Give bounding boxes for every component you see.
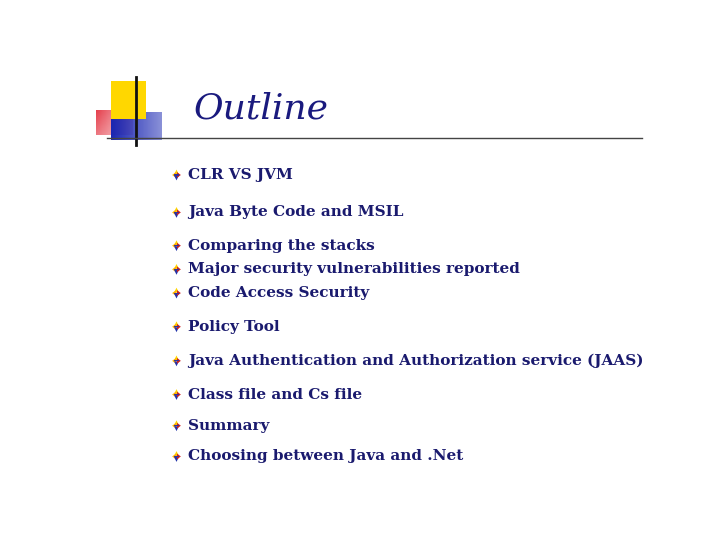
Polygon shape [174, 245, 179, 246]
Polygon shape [174, 207, 179, 212]
Polygon shape [172, 172, 176, 178]
Polygon shape [177, 454, 181, 460]
Polygon shape [174, 420, 179, 425]
Polygon shape [177, 242, 181, 248]
Polygon shape [174, 426, 179, 431]
Polygon shape [174, 240, 179, 245]
Polygon shape [174, 321, 179, 326]
Polygon shape [174, 269, 179, 270]
Polygon shape [172, 266, 176, 272]
Polygon shape [174, 355, 179, 360]
Text: Code Access Security: Code Access Security [188, 286, 369, 300]
Polygon shape [174, 293, 179, 294]
Polygon shape [172, 358, 176, 364]
Polygon shape [174, 246, 179, 251]
Polygon shape [177, 210, 181, 215]
Polygon shape [174, 326, 179, 327]
Text: Class file and Cs file: Class file and Cs file [188, 388, 361, 402]
Text: Outline: Outline [193, 91, 328, 125]
Polygon shape [172, 290, 176, 296]
Text: Policy Tool: Policy Tool [188, 320, 279, 334]
Polygon shape [172, 210, 176, 215]
Polygon shape [177, 266, 181, 272]
Polygon shape [174, 451, 179, 456]
Polygon shape [174, 213, 179, 218]
FancyBboxPatch shape [111, 82, 145, 119]
Polygon shape [174, 456, 179, 457]
Polygon shape [174, 270, 179, 275]
Polygon shape [174, 389, 179, 394]
Text: Choosing between Java and .Net: Choosing between Java and .Net [188, 449, 463, 463]
Polygon shape [177, 392, 181, 397]
Text: Summary: Summary [188, 418, 269, 433]
Polygon shape [172, 454, 176, 460]
Polygon shape [177, 324, 181, 330]
Text: Major security vulnerabilities reported: Major security vulnerabilities reported [188, 262, 520, 276]
Polygon shape [172, 242, 176, 248]
Polygon shape [177, 290, 181, 296]
Polygon shape [172, 423, 176, 429]
Text: Comparing the stacks: Comparing the stacks [188, 239, 374, 253]
Polygon shape [177, 172, 181, 178]
Polygon shape [174, 395, 179, 400]
Polygon shape [174, 360, 179, 361]
Polygon shape [174, 170, 179, 174]
Polygon shape [172, 324, 176, 330]
Polygon shape [174, 176, 179, 180]
Text: Java Authentication and Authorization service (JAAS): Java Authentication and Authorization se… [188, 354, 643, 368]
Text: CLR VS JVM: CLR VS JVM [188, 168, 292, 182]
Polygon shape [174, 361, 179, 366]
Polygon shape [174, 457, 179, 462]
Polygon shape [174, 212, 179, 213]
Text: Java Byte Code and MSIL: Java Byte Code and MSIL [188, 205, 403, 219]
Polygon shape [174, 394, 179, 395]
Polygon shape [174, 174, 179, 176]
Polygon shape [174, 264, 179, 269]
Polygon shape [174, 294, 179, 299]
Polygon shape [177, 423, 181, 429]
Polygon shape [174, 327, 179, 332]
Polygon shape [174, 425, 179, 426]
Polygon shape [177, 358, 181, 364]
Polygon shape [172, 392, 176, 397]
Polygon shape [174, 288, 179, 293]
